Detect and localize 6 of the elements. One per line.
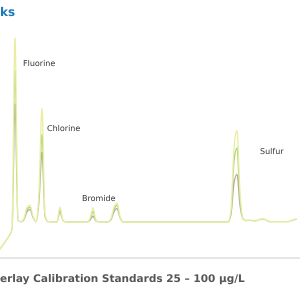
chart-title: ks (0, 5, 16, 19)
annotation: Fluorine (23, 59, 56, 68)
text: erlay Calibration Standards 25 – 100 µg/L (0, 273, 246, 285)
annotation: Bromide (82, 194, 116, 203)
annotation: Sulfur (260, 147, 284, 156)
annotation: Chlorine (47, 124, 80, 133)
